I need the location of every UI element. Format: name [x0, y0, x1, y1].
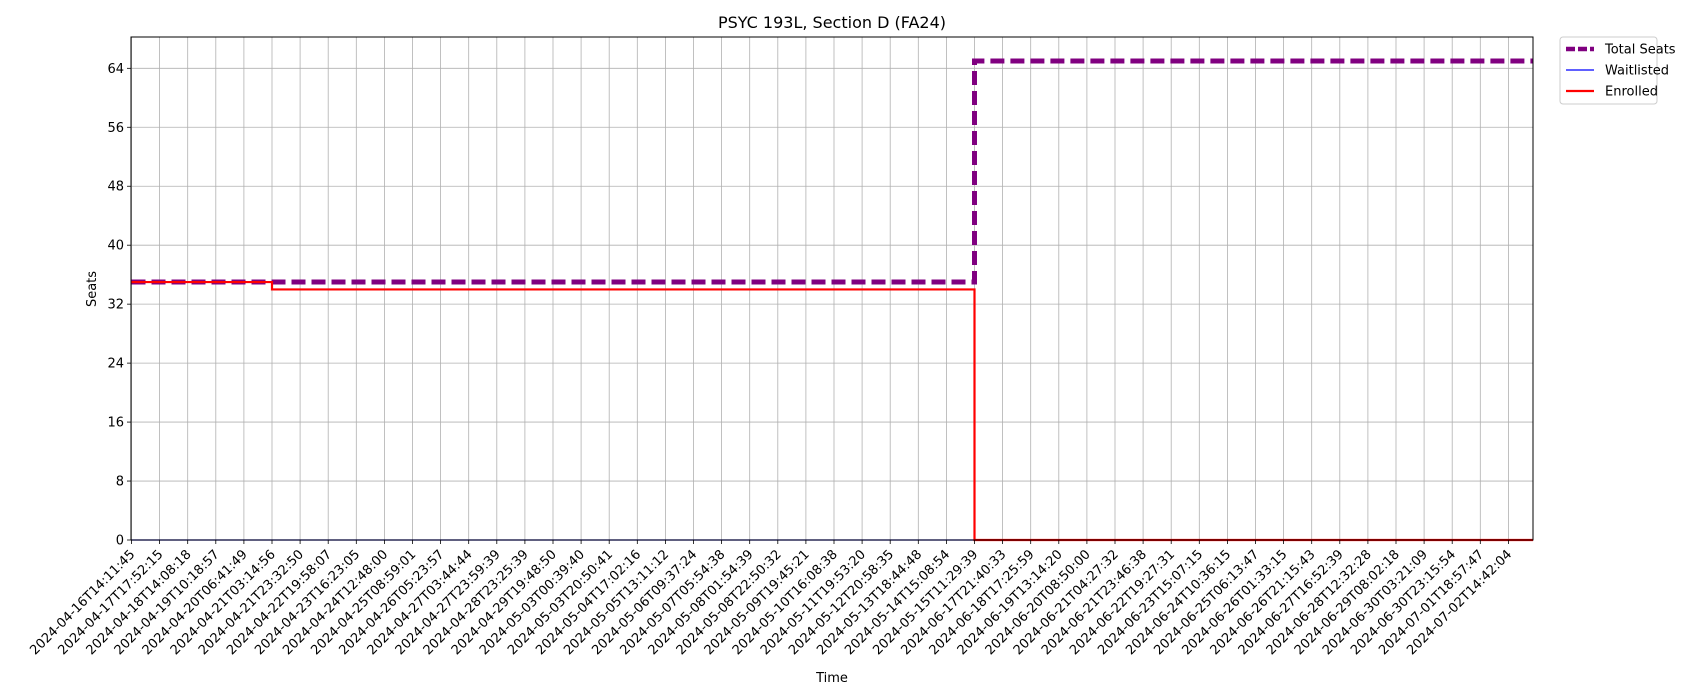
y-tick-label: 8 — [116, 475, 124, 490]
plot-frame — [130, 36, 1534, 541]
y-tick-label: 0 — [116, 534, 124, 549]
y-tick-label: 16 — [107, 416, 124, 431]
y-tick-label: 48 — [107, 180, 124, 195]
x-axis-label: Time — [815, 671, 848, 686]
legend-label-enrolled: Enrolled — [1605, 85, 1658, 100]
x-axis: 2024-04-16T14:11:452024-04-17T17:52:1520… — [27, 540, 1515, 658]
y-tick-label: 32 — [107, 298, 124, 313]
y-tick-label: 24 — [107, 357, 124, 372]
y-tick-label: 40 — [107, 239, 124, 254]
y-tick-label: 56 — [107, 121, 124, 136]
y-axis: 0 8 16 24 32 40 48 56 64 — [107, 62, 131, 549]
legend: Total Seats Waitlisted Enrolled — [1559, 36, 1676, 105]
legend-label-total-seats: Total Seats — [1604, 43, 1676, 58]
legend-box — [1559, 36, 1658, 105]
legend-label-waitlisted: Waitlisted — [1605, 64, 1669, 79]
series-line-enrolled — [131, 280, 1533, 542]
chart-title: PSYC 193L, Section D (FA24) — [718, 13, 946, 32]
y-tick-label: 64 — [107, 62, 124, 77]
series-line-total-seats — [131, 58, 1533, 285]
y-axis-label: Seats — [85, 271, 100, 307]
series-layer — [131, 58, 1533, 542]
